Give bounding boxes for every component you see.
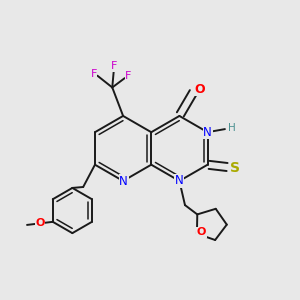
Text: F: F [111,61,117,71]
Text: O: O [197,227,206,238]
Text: S: S [230,161,240,175]
Text: O: O [194,83,205,96]
Text: N: N [119,175,128,188]
Text: F: F [91,69,97,79]
Text: F: F [125,71,132,81]
Text: O: O [35,218,45,228]
Text: N: N [203,126,212,139]
Text: H: H [229,124,236,134]
Text: N: N [175,175,184,188]
